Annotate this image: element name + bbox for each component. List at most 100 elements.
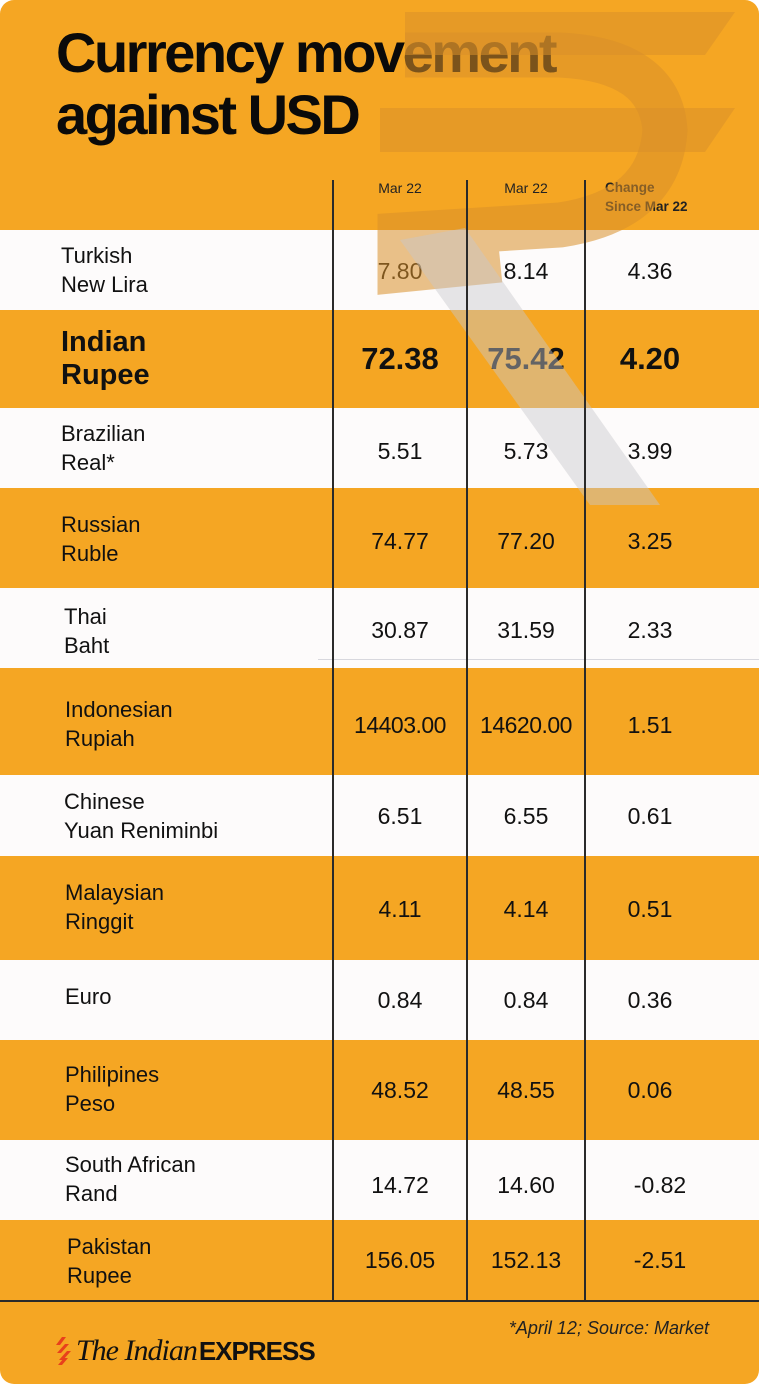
currency-name-line2: Baht <box>64 633 110 658</box>
chart-title: Currency movement against USD <box>56 21 558 146</box>
table-row: Turkish New Lira 7.80 8.14 4.36 <box>0 230 759 310</box>
value-col1: 72.38 <box>361 341 439 376</box>
currency-name: Chinese Yuan Reniminbi <box>64 787 218 845</box>
value-col1: 14403.00 <box>354 712 446 738</box>
value-col1: 5.51 <box>377 438 423 464</box>
currency-name-line1: Indonesian <box>65 697 173 722</box>
currency-name-line1: Malaysian <box>65 880 165 905</box>
title-line-1: Currency movement <box>56 21 558 84</box>
value-change: 0.36 <box>627 987 673 1013</box>
table-row-highlighted: Indian Rupee 72.38 75.42 4.20 <box>0 310 759 408</box>
currency-name: Euro <box>65 982 111 1011</box>
currency-name-line1: Russian <box>61 512 141 537</box>
value-col2: 152.13 <box>490 1247 562 1273</box>
title-line-2: against USD <box>56 83 361 146</box>
currency-name-line1: Chinese <box>64 789 145 814</box>
currency-name: Pakistan Rupee <box>67 1232 151 1290</box>
value-col2: 6.55 <box>503 803 549 829</box>
table-row: Brazilian Real* 5.51 5.73 3.99 <box>0 408 759 488</box>
source-footnote: *April 12; Source: Market <box>508 1318 709 1338</box>
value-col1: 14.72 <box>371 1172 429 1198</box>
value-col1: 4.11 <box>378 896 422 922</box>
value-change: 4.20 <box>619 341 681 376</box>
table-row: Pakistan Rupee 156.05 152.13 -2.51 <box>0 1220 759 1300</box>
currency-name-line2: Rand <box>65 1181 118 1206</box>
value-col1: 30.87 <box>371 617 429 643</box>
value-col2: 77.20 <box>497 528 555 554</box>
table-row: Russian Ruble 74.77 77.20 3.25 <box>0 488 759 588</box>
value-col2: 14620.00 <box>480 712 572 738</box>
value-col2: 0.84 <box>503 987 549 1013</box>
currency-name: Philipines Peso <box>65 1060 159 1118</box>
currency-name-line2: Real* <box>61 450 115 475</box>
currency-name-line1: Indian <box>61 326 147 358</box>
value-col1: 48.52 <box>371 1077 429 1103</box>
value-change: 3.25 <box>627 528 673 554</box>
currency-name: Russian Ruble <box>61 510 140 568</box>
currency-name-line2: Ringgit <box>65 909 134 934</box>
column-header-mar22-second: Mar 22 <box>504 180 548 196</box>
value-col2: 8.14 <box>503 258 549 284</box>
value-change: -2.51 <box>633 1247 687 1273</box>
value-col1: 74.77 <box>371 528 429 554</box>
currency-name-line2: Yuan Reniminbi <box>64 818 219 843</box>
currency-name-line2: Peso <box>65 1091 116 1116</box>
table-row: South African Rand 14.72 14.60 -0.82 <box>0 1140 759 1220</box>
value-col2: 5.73 <box>503 438 549 464</box>
value-col2: 75.42 <box>487 341 565 376</box>
currency-name-line2: Rupee <box>61 359 150 391</box>
value-change: 2.33 <box>627 617 673 643</box>
indian-express-logo: The Indian EXPRESS <box>54 1334 316 1368</box>
table-row: Indonesian Rupiah 14403.00 14620.00 1.51 <box>0 668 759 775</box>
column-header-change-line2: Since Mar 22 <box>605 199 688 214</box>
value-change: 0.61 <box>627 803 673 829</box>
currency-name-line2: Rupiah <box>65 726 135 751</box>
column-divider <box>332 180 334 1300</box>
column-header-change-line1: Change <box>605 180 655 195</box>
currency-name-line1: Brazilian <box>61 421 146 446</box>
currency-name: Brazilian Real* <box>61 419 145 477</box>
column-header-change: Change Since Mar 22 <box>605 178 745 216</box>
currency-name-line1: South African <box>65 1152 196 1177</box>
logo-text-express: EXPRESS <box>198 1335 316 1366</box>
currency-name-line1: Turkish <box>61 243 133 268</box>
table-row: Malaysian Ringgit 4.11 4.14 0.51 <box>0 856 759 960</box>
currency-name-line2: Ruble <box>61 541 119 566</box>
currency-name: Indian Rupee <box>61 326 150 392</box>
currency-name-line1: Thai <box>64 604 107 629</box>
currency-name-line2: Rupee <box>67 1263 132 1288</box>
currency-name: Indonesian Rupiah <box>65 695 173 753</box>
column-divider <box>584 180 586 1300</box>
row-separator <box>318 659 759 660</box>
value-change: 4.36 <box>627 258 673 284</box>
currency-name-line2: New Lira <box>61 272 148 297</box>
currency-name: Malaysian Ringgit <box>65 878 164 936</box>
table-bottom-rule <box>0 1300 759 1302</box>
value-col1: 0.84 <box>377 987 423 1013</box>
currency-name-line1: Philipines <box>65 1062 160 1087</box>
table-row: Philipines Peso 48.52 48.55 0.06 <box>0 1040 759 1140</box>
table-row: Chinese Yuan Reniminbi 6.51 6.55 0.61 <box>0 775 759 856</box>
column-divider <box>466 180 468 1300</box>
value-change: 0.51 <box>627 896 673 922</box>
value-col2: 48.55 <box>497 1077 555 1103</box>
value-change: 1.51 <box>627 712 673 738</box>
value-change: 0.06 <box>627 1077 673 1103</box>
currency-name: Turkish New Lira <box>61 241 148 299</box>
currency-name-line1: Pakistan <box>67 1234 152 1259</box>
logo-text-the-indian: The Indian <box>76 1334 198 1367</box>
value-col1: 6.51 <box>377 803 423 829</box>
value-col1: 156.05 <box>364 1247 436 1273</box>
value-col2: 4.14 <box>503 896 549 922</box>
column-header-mar22-first: Mar 22 <box>378 180 422 196</box>
currency-name: South African Rand <box>65 1150 196 1208</box>
value-col2: 31.59 <box>497 617 555 643</box>
value-change: -0.82 <box>633 1172 687 1198</box>
currency-name: Thai Baht <box>64 602 109 660</box>
flame-logo-icon <box>56 1337 71 1365</box>
table-row: Euro 0.84 0.84 0.36 <box>0 960 759 1040</box>
value-change: 3.99 <box>627 438 673 464</box>
currency-name-line1: Euro <box>65 984 112 1009</box>
value-col1: 7.80 <box>377 258 423 284</box>
